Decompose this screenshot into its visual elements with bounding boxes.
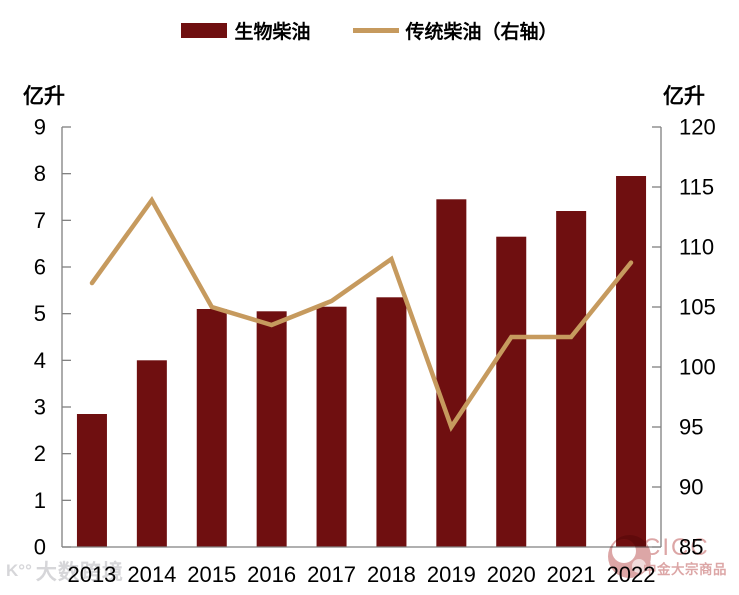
x-axis-label-2016: 2016	[247, 562, 296, 587]
x-axis-label-2015: 2015	[187, 562, 236, 587]
x-axis-label-2014: 2014	[127, 562, 176, 587]
watermark-text: 大数跨境	[35, 561, 124, 584]
x-axis-label-2022: 2022	[607, 562, 656, 587]
left-tick-label-7: 7	[34, 208, 46, 233]
diesel-line-swatch-icon	[352, 27, 399, 33]
bar-2016	[256, 311, 287, 547]
left-tick-label-1: 1	[34, 488, 46, 513]
left-tick-label-5: 5	[34, 301, 46, 326]
diesel-line	[89, 196, 634, 432]
legend-label-biodiesel: 生物柴油	[234, 21, 311, 43]
left-tick-label-3: 3	[34, 395, 46, 420]
right-tick-label-85: 85	[679, 535, 703, 560]
legend-label-diesel: 传统柴油（右轴）	[405, 21, 558, 43]
right-tick-label-100: 100	[679, 355, 716, 380]
right-tick-label-95: 95	[679, 415, 703, 440]
left-tick-label-0: 0	[34, 535, 46, 560]
left-tick-label-9: 9	[34, 115, 46, 140]
bar-2017	[316, 306, 347, 547]
legend-item-diesel: 传统柴油（右轴）	[352, 17, 558, 44]
bar-2020	[496, 236, 527, 547]
watermark-bottom-left: K°° 大数跨境	[6, 556, 124, 586]
bar-2021	[556, 211, 587, 547]
right-tick-label-105: 105	[679, 295, 716, 320]
bar-2013	[76, 414, 107, 547]
left-tick-label-2: 2	[34, 441, 46, 466]
right-tick-label-90: 90	[679, 475, 703, 500]
x-axis-label-2020: 2020	[487, 562, 536, 587]
biodiesel-swatch-icon	[181, 22, 228, 38]
bar-2018	[376, 297, 407, 547]
right-axis-unit-label: 亿升	[663, 85, 705, 108]
bar-2022	[616, 176, 647, 547]
bar-2015	[196, 309, 227, 547]
left-tick-label-4: 4	[34, 348, 46, 373]
right-tick-label-120: 120	[679, 115, 716, 140]
watermark-logo-icon: K°°	[6, 561, 32, 580]
x-axis-label-2019: 2019	[427, 562, 476, 587]
x-axis-label-2013: 2013	[67, 562, 116, 587]
legend-item-biodiesel: 生物柴油	[181, 17, 311, 44]
bar-2019	[436, 199, 467, 548]
x-axis-label-2018: 2018	[367, 562, 416, 587]
right-tick-label-110: 110	[679, 235, 714, 260]
left-axis-unit-label: 亿升	[23, 85, 65, 108]
x-axis-label-2021: 2021	[547, 562, 596, 587]
left-tick-label-6: 6	[34, 255, 46, 280]
chart-legend: 生物柴油 传统柴油（右轴）	[0, 14, 739, 46]
x-axis-label-2017: 2017	[307, 562, 356, 587]
left-tick-label-8: 8	[34, 161, 46, 186]
bar-2014	[136, 360, 167, 547]
right-tick-label-115: 115	[679, 175, 714, 200]
